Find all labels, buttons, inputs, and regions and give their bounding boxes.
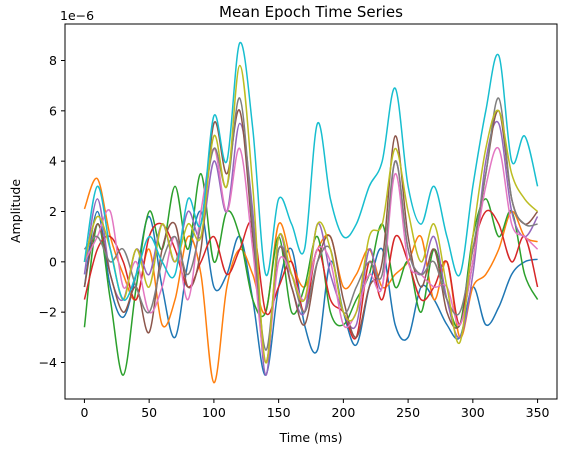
y-tick-label: 4 <box>49 154 57 169</box>
x-tick-label: 50 <box>141 405 157 420</box>
x-tick-label: 150 <box>267 405 291 420</box>
y-axis: −4 −2 0 2 4 6 8 <box>39 53 65 370</box>
x-tick-label: 0 <box>80 405 88 420</box>
x-tick-label: 200 <box>331 405 355 420</box>
series-line-9 <box>83 64 539 364</box>
x-axis-label: Time (ms) <box>278 430 342 445</box>
x-tick-label: 100 <box>202 405 226 420</box>
y-tick-label: 0 <box>49 254 57 269</box>
y-offset-text: 1e−6 <box>60 8 94 23</box>
y-tick-label: −2 <box>39 305 57 320</box>
y-axis-label: Amplitude <box>8 179 23 243</box>
y-tick-label: 6 <box>49 103 57 118</box>
chart-title: Mean Epoch Time Series <box>219 3 403 21</box>
x-tick-label: 350 <box>526 405 550 420</box>
series-line-8 <box>83 97 538 351</box>
x-tick-label: 300 <box>461 405 485 420</box>
y-tick-label: 2 <box>49 204 57 219</box>
series-line-10 <box>83 42 539 301</box>
y-tick-label: 8 <box>49 53 57 68</box>
x-tick-label: 250 <box>396 405 420 420</box>
x-axis: 0 50 100 150 200 250 300 350 <box>80 399 550 420</box>
series-layer <box>83 42 539 384</box>
y-tick-label: −4 <box>39 355 57 370</box>
